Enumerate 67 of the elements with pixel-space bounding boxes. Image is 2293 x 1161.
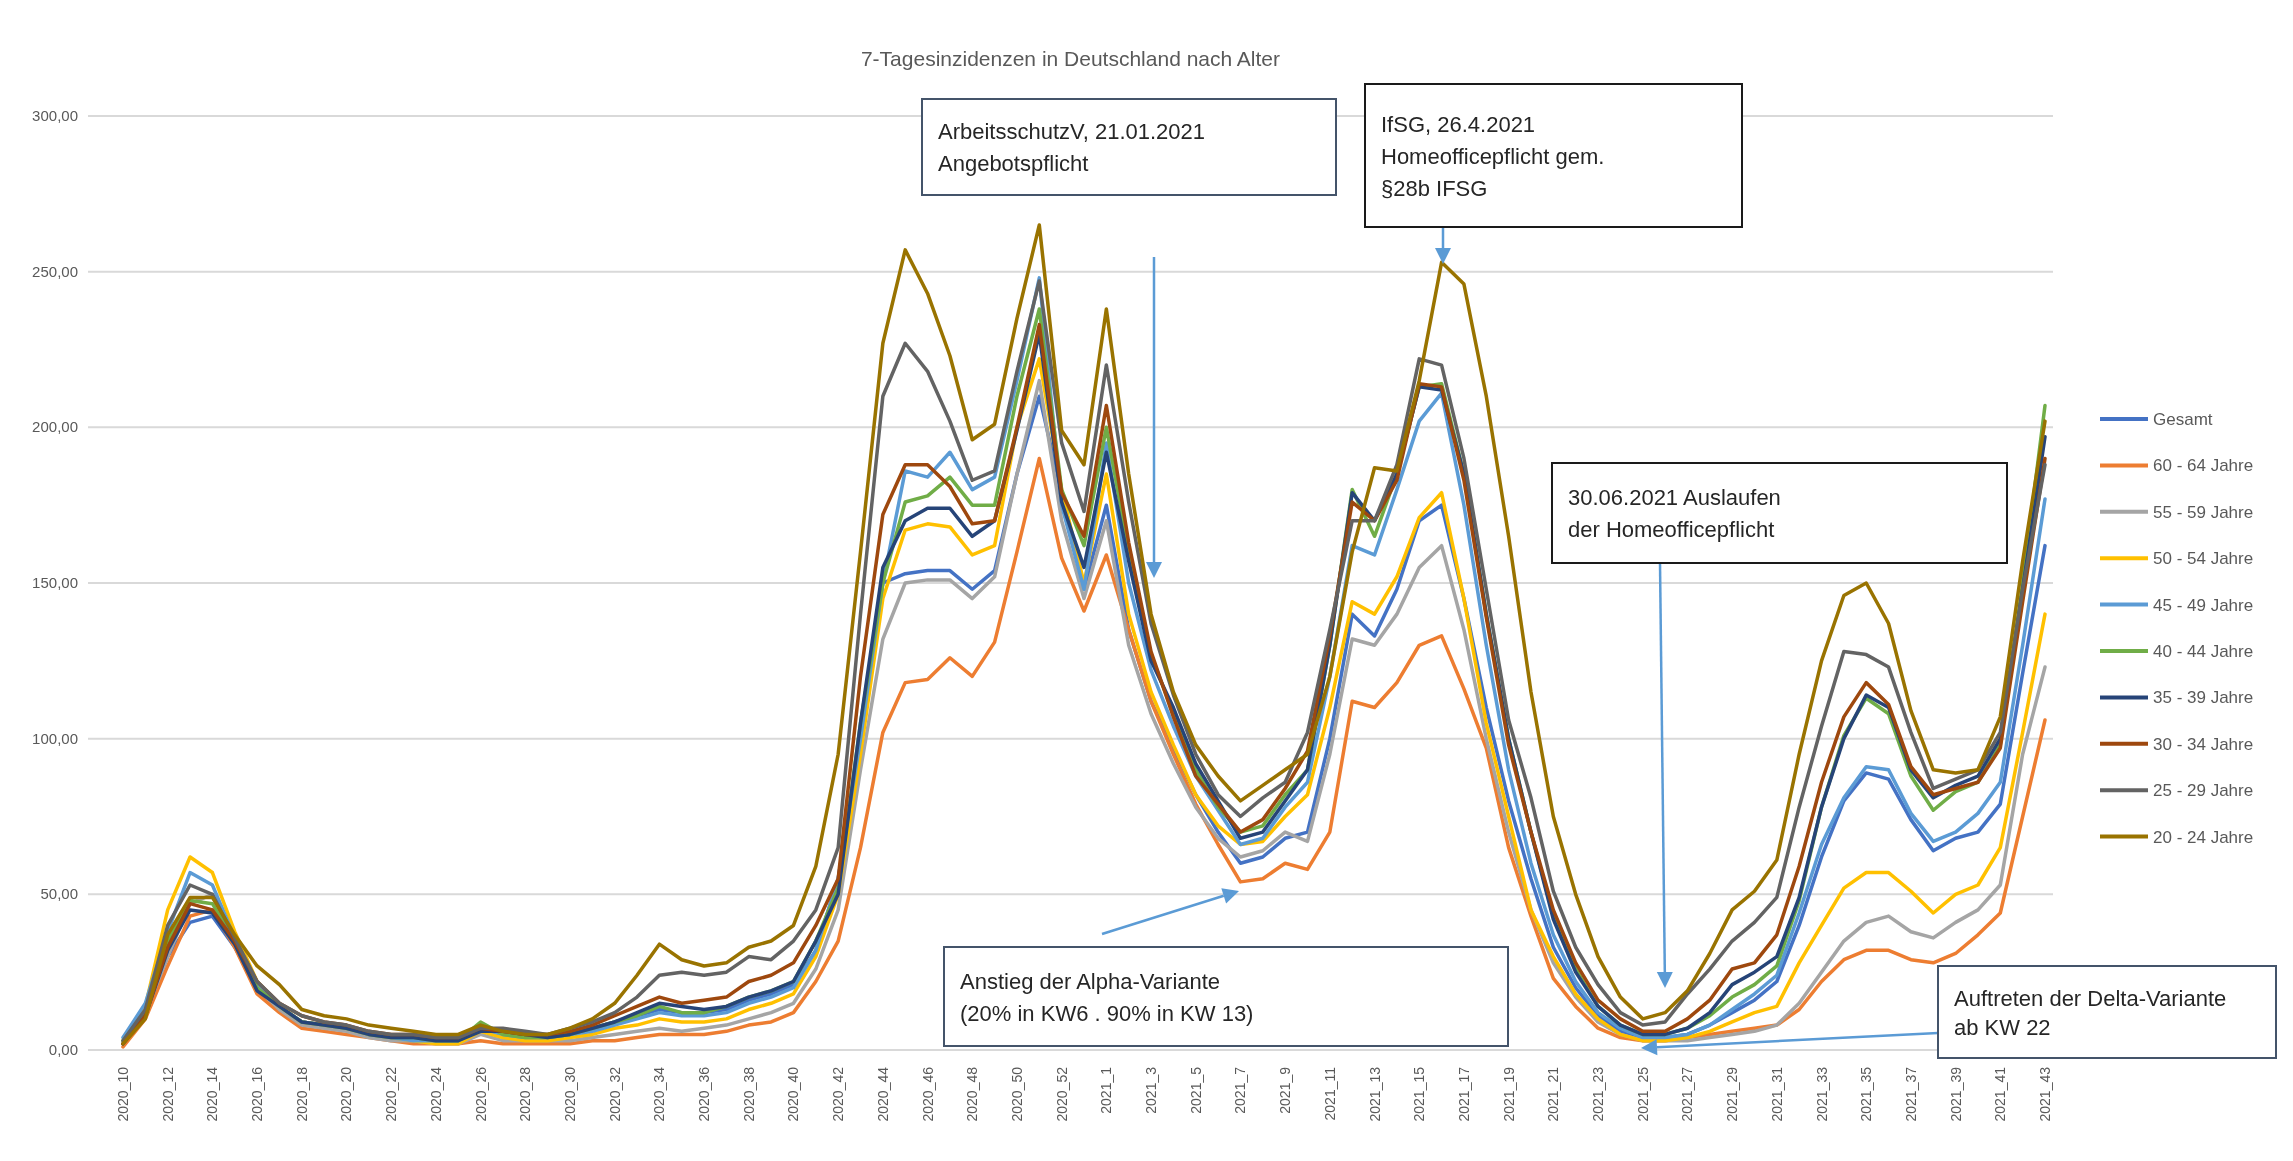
x-tick-label: 2021_21 xyxy=(1545,1066,1562,1122)
chart-title: 7-Tagesinzidenzen in Deutschland nach Alter xyxy=(860,47,1281,70)
x-tick-label: 2021_25 xyxy=(1634,1066,1651,1122)
x-tick-label: 2021_9 xyxy=(1277,1066,1294,1114)
y-tick-label: 100,00 xyxy=(32,729,78,747)
x-tick-label: 2021_11 xyxy=(1321,1066,1338,1121)
y-tick-label: 300,00 xyxy=(32,107,78,124)
x-tick-label: 2020_50 xyxy=(1008,1066,1025,1122)
legend-label: 20 - 24 Jahre xyxy=(2153,827,2254,847)
annotation: 30.06.2021 Auslaufen der Homeofficepflicht xyxy=(1568,485,1781,542)
x-tick-label: 2020_26 xyxy=(472,1066,489,1122)
x-tick-label: 2020_14 xyxy=(204,1066,221,1122)
y-tick-label: 0,00 xyxy=(48,1041,78,1058)
x-tick-label: 2020_10 xyxy=(115,1066,131,1122)
x-tick-label: 2021_39 xyxy=(1947,1066,1964,1122)
x-tick-label: 2020_30 xyxy=(561,1066,578,1122)
x-tick-label: 2020_52 xyxy=(1053,1066,1070,1122)
x-tick-label: 2021_35 xyxy=(1858,1066,1875,1122)
x-tick-label: 2021_33 xyxy=(1813,1066,1830,1122)
x-tick-label: 2021_37 xyxy=(1902,1066,1919,1122)
legend-label: 60 - 64 Jahre xyxy=(2153,456,2254,476)
x-tick-label: 2020_48 xyxy=(964,1066,981,1122)
legend-label: 35 - 39 Jahre xyxy=(2153,688,2254,708)
annotation: IfSG, 26.4.2021 Homeofficepflicht gem. §28b IFSG xyxy=(1381,111,1605,201)
annotation: Auftreten der Delta-Variante ab KW 22 xyxy=(1954,985,2227,1040)
x-tick-label: 2020_18 xyxy=(293,1066,310,1122)
x-tick-label: 2020_28 xyxy=(517,1066,534,1122)
x-tick-label: 2021_23 xyxy=(1590,1066,1607,1122)
x-tick-label: 2020_40 xyxy=(785,1066,802,1122)
annotation: ArbeitsschutzV, 21.01.2021 Angebotspflicht xyxy=(938,119,1206,176)
x-tick-label: 2021_31 xyxy=(1768,1066,1785,1122)
x-tick-label: 2020_36 xyxy=(696,1066,713,1122)
y-tick-label: 150,00 xyxy=(32,574,78,591)
x-tick-label: 2020_32 xyxy=(606,1066,623,1122)
x-tick-label: 2021_17 xyxy=(1455,1066,1472,1122)
legend-label: 40 - 44 Jahre xyxy=(2153,642,2254,661)
x-tick-label: 2020_16 xyxy=(249,1066,266,1122)
annotation: Anstieg der Alpha-Variante (20% in KW6 . 90% in KW 13) xyxy=(960,968,1254,1026)
x-tick-label: 2020_24 xyxy=(427,1066,444,1122)
x-tick-label: 2021_29 xyxy=(1724,1066,1741,1122)
x-tick-label: 2021_1 xyxy=(1098,1066,1115,1114)
x-tick-label: 2021_13 xyxy=(1366,1066,1383,1122)
legend-label: 45 - 49 Jahre xyxy=(2153,595,2254,615)
x-tick-label: 2021_41 xyxy=(1992,1066,2009,1122)
x-tick-label: 2021_3 xyxy=(1143,1066,1160,1114)
legend-label: 25 - 29 Jahre xyxy=(2153,781,2254,801)
x-tick-label: 2020_42 xyxy=(830,1066,847,1122)
x-tick-label: 2020_22 xyxy=(383,1066,400,1122)
legend-label: 50 - 54 Jahre xyxy=(2153,549,2254,569)
x-tick-label: 2021_5 xyxy=(1187,1066,1204,1114)
y-tick-label: 250,00 xyxy=(32,262,78,280)
x-tick-label: 2020_38 xyxy=(740,1066,757,1122)
x-tick-label: 2021_7 xyxy=(1232,1066,1249,1114)
x-tick-label: 2021_43 xyxy=(2037,1066,2053,1122)
legend-label: 55 - 59 Jahre xyxy=(2153,502,2254,522)
y-tick-label: 50,00 xyxy=(40,885,78,903)
legend-label: Gesamt xyxy=(2153,410,2213,429)
x-tick-label: 2020_44 xyxy=(874,1066,891,1122)
x-tick-label: 2021_15 xyxy=(1411,1066,1428,1122)
x-tick-label: 2021_27 xyxy=(1679,1066,1696,1122)
x-tick-label: 2021_19 xyxy=(1500,1066,1517,1122)
legend-label: 30 - 34 Jahre xyxy=(2153,734,2254,754)
x-tick-label: 2020_46 xyxy=(919,1066,936,1122)
y-tick-label: 200,00 xyxy=(32,418,78,436)
x-tick-label: 2020_34 xyxy=(651,1066,668,1122)
x-tick-label: 2020_12 xyxy=(159,1066,176,1122)
x-tick-label: 2020_20 xyxy=(338,1066,355,1122)
